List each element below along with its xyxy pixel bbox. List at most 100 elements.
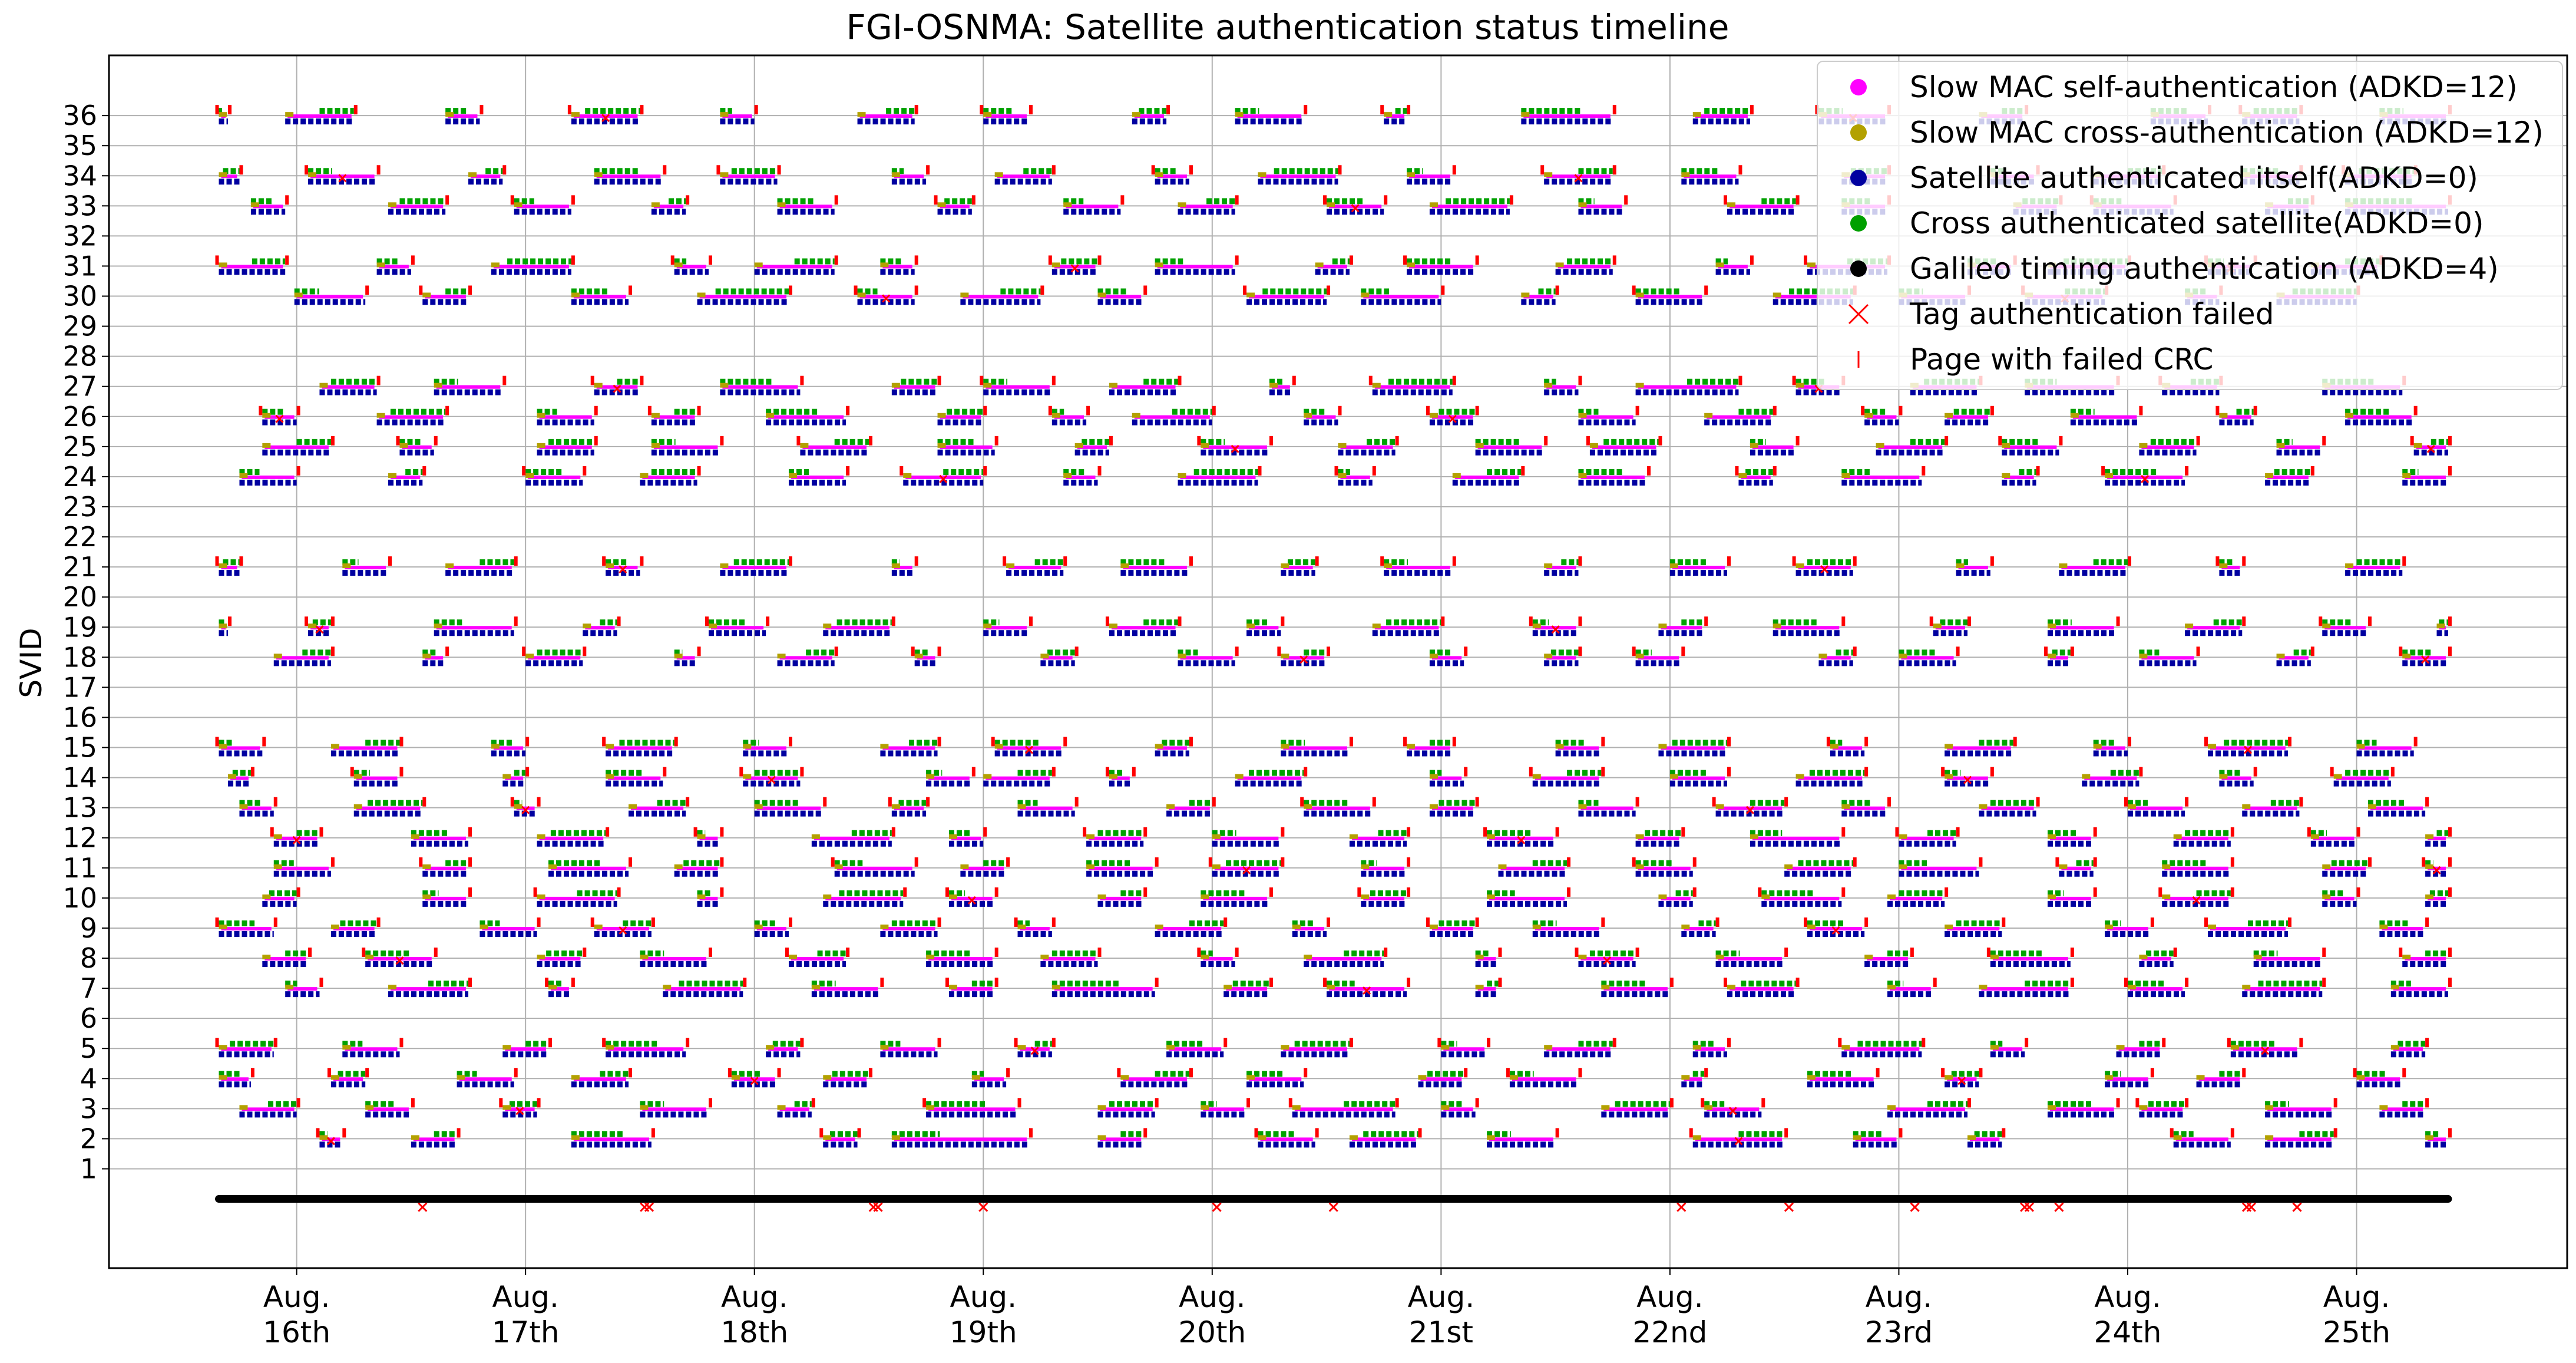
satellite-pass: [1281, 1038, 1353, 1058]
satellite-pass: [2124, 978, 2189, 998]
satellite-pass: [1701, 1098, 1765, 1118]
x-tick-label-month: Aug.: [2094, 1280, 2161, 1314]
legend-marker-x: [1848, 303, 1869, 325]
satellite-pass: [651, 435, 724, 456]
satellite-pass: [1132, 405, 1216, 425]
y-tick-label: 12: [62, 822, 97, 854]
satellite-pass: [434, 616, 518, 636]
satellite-pass: [960, 857, 1010, 877]
satellite-pass: [880, 255, 918, 275]
satellite-pass: [937, 435, 998, 456]
satellite-pass: [2173, 827, 2234, 847]
satellite-pass: [1097, 285, 1148, 305]
satellite-pass: [1487, 1128, 1559, 1148]
satellite-pass: [819, 1128, 861, 1148]
y-tick-label: 18: [62, 641, 97, 673]
satellite-pass: [1941, 1068, 1983, 1088]
legend-box: [1817, 61, 2563, 390]
satellite-pass: [991, 737, 1067, 757]
satellite-pass: [777, 195, 838, 215]
satellite-pass: [2265, 1098, 2337, 1118]
satellite-pass: [960, 285, 1044, 305]
tag-failed-marker: [1299, 655, 1308, 664]
satellite-pass: [1151, 165, 1193, 185]
satellite-pass: [1750, 827, 1846, 847]
legend-label: Tag authentication failed: [1909, 297, 2274, 331]
satellite-pass: [1979, 797, 2040, 817]
satellite-pass: [2322, 887, 2360, 907]
satellite-pass: [1715, 255, 1754, 275]
satellite-pass: [1097, 1098, 1159, 1118]
satellite-pass: [788, 466, 850, 486]
y-tick-label: 6: [80, 1002, 97, 1034]
satellite-pass: [1887, 1098, 1972, 1118]
satellite-pass: [1201, 1098, 1251, 1118]
satellite-pass: [1372, 616, 1445, 636]
satellite-pass: [1105, 616, 1182, 636]
satellite-pass: [1998, 435, 2063, 456]
failed-tag-marks: [418, 1202, 2302, 1212]
satellite-pass: [1532, 917, 1605, 937]
satellite-pass: [1841, 466, 1926, 486]
tag-failed-marker: [882, 294, 891, 303]
satellite-pass: [594, 165, 667, 185]
satellite-pass: [2185, 616, 2246, 636]
x-tick-label-day: 25th: [2323, 1315, 2390, 1349]
satellite-pass: [1304, 948, 1388, 968]
satellite-pass: [1887, 978, 1937, 998]
x-tick-label-day: 22nd: [1632, 1315, 1707, 1349]
satellite-pass: [1544, 375, 1582, 395]
satellite-pass: [674, 646, 701, 666]
satellite-pass: [342, 1038, 404, 1058]
satellite-pass: [857, 105, 918, 125]
satellite-pass: [1758, 887, 1846, 907]
plot-frame: [108, 54, 2568, 1269]
satellite-pass: [1578, 195, 1628, 215]
satellite-pass: [1658, 616, 1708, 636]
satellite-pass: [327, 1068, 369, 1088]
satellite-pass: [583, 616, 621, 636]
satellite-pass: [934, 195, 975, 215]
satellite-pass: [743, 737, 792, 757]
satellite-pass: [1014, 1038, 1056, 1058]
satellite-pass: [422, 887, 472, 907]
satellite-pass: [766, 1038, 804, 1058]
satellite-pass: [1521, 105, 1616, 125]
satellite-pass: [533, 887, 621, 907]
satellite-pass: [571, 285, 633, 305]
satellite-pass: [1429, 195, 1513, 215]
y-tick-label: 8: [80, 942, 97, 974]
satellite-pass: [2093, 737, 2131, 757]
satellite-pass: [1784, 857, 1857, 877]
satellite-pass: [1795, 767, 1869, 787]
satellite-pass: [273, 857, 335, 877]
satellite-pass: [1105, 767, 1136, 787]
satellite-pass: [891, 556, 918, 576]
satellite-pass: [491, 737, 530, 757]
satellite-pass: [1792, 556, 1857, 576]
chart-title: FGI-OSNMA: Satellite authentication stat…: [846, 7, 1730, 47]
satellite-series: [215, 105, 2452, 1148]
satellite-pass: [1498, 857, 1571, 877]
satellite-pass: [1201, 887, 1273, 907]
tag-failed-marker: [1551, 625, 1560, 634]
satellite-pass: [674, 857, 724, 877]
satellite-pass: [1155, 255, 1239, 275]
y-tick-labels: 1234567891011121314151617181920212223242…: [62, 100, 109, 1184]
satellite-pass: [1529, 616, 1582, 636]
satellite-pass: [880, 917, 941, 937]
satellite-pass: [1967, 1128, 2006, 1148]
satellite-pass: [754, 797, 827, 817]
satellite-pass: [2059, 556, 2131, 576]
satellite-pass: [537, 948, 587, 968]
satellite-pass: [1979, 978, 2074, 998]
satellite-pass: [900, 466, 987, 486]
satellite-pass: [285, 978, 323, 998]
satellite-pass: [1658, 737, 1731, 757]
satellite-pass: [2265, 1128, 2337, 1148]
satellite-pass: [1876, 435, 1949, 456]
satellite-pass: [2425, 887, 2452, 907]
satellite-pass: [1804, 917, 1869, 937]
satellite-pass: [2253, 948, 2326, 968]
x-tick-label-day: 20th: [1178, 1315, 1246, 1349]
